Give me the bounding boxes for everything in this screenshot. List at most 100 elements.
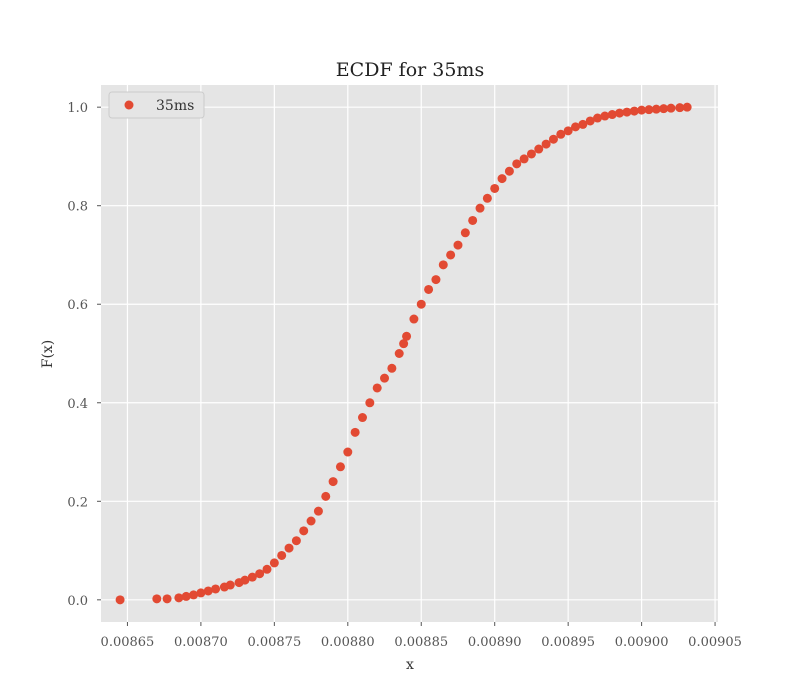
x-tick-label: 0.00905 — [688, 635, 742, 650]
data-point — [394, 349, 404, 358]
x-tick-label: 0.00885 — [394, 635, 448, 650]
data-point — [460, 228, 470, 238]
x-tick-label: 0.00895 — [541, 635, 595, 650]
y-axis-ticks: 0.0 0.2 0.4 0.6 0.8 1.0 — [67, 101, 101, 609]
data-point — [556, 129, 566, 139]
data-point — [504, 166, 514, 176]
data-point — [541, 139, 551, 149]
data-point — [321, 491, 331, 501]
legend-box — [108, 91, 205, 119]
data-point — [269, 558, 279, 568]
data-point — [306, 516, 316, 526]
x-tick-label: 0.00870 — [174, 635, 228, 650]
data-point — [571, 122, 581, 132]
data-point — [431, 275, 441, 285]
data-point — [240, 575, 250, 585]
data-point — [512, 159, 522, 169]
data-point — [262, 564, 272, 574]
legend: 35ms — [108, 91, 205, 119]
data-point — [181, 591, 191, 601]
data-point — [453, 240, 463, 250]
data-point — [387, 363, 397, 373]
data-point — [203, 586, 213, 596]
data-point — [247, 572, 257, 582]
data-point — [402, 331, 412, 341]
data-point — [255, 569, 265, 579]
data-point — [651, 104, 661, 114]
y-tick-label: 0.6 — [67, 298, 88, 313]
data-point — [365, 398, 375, 408]
data-point — [475, 203, 485, 213]
data-point — [578, 119, 588, 129]
legend-marker-35ms — [124, 100, 134, 110]
y-tick-label: 1.0 — [67, 101, 88, 116]
data-point — [615, 108, 625, 118]
data-point — [380, 373, 390, 383]
data-point — [357, 413, 367, 423]
data-point — [482, 193, 492, 203]
data-point — [174, 593, 184, 603]
data-point — [644, 105, 654, 115]
data-point — [343, 447, 353, 457]
y-tick-label: 0.8 — [67, 200, 88, 215]
chart-title: ECDF for 35ms — [336, 59, 484, 81]
data-point — [563, 126, 573, 136]
data-point — [593, 113, 603, 123]
data-point — [490, 183, 500, 193]
data-point — [534, 144, 544, 154]
data-point — [497, 174, 507, 184]
data-point — [600, 111, 610, 121]
x-axis-label: x — [406, 657, 414, 673]
data-point — [409, 314, 419, 324]
x-tick-label: 0.00875 — [247, 635, 301, 650]
data-point — [284, 543, 294, 553]
data-point — [446, 250, 456, 260]
data-point — [299, 526, 309, 536]
data-point — [196, 588, 206, 598]
data-point — [350, 427, 360, 437]
series-35ms-points — [115, 102, 692, 605]
x-tick-label: 0.00880 — [321, 635, 375, 650]
data-point — [519, 154, 529, 164]
data-point — [675, 103, 685, 113]
data-point — [335, 462, 345, 472]
data-point — [438, 260, 448, 270]
data-point — [468, 215, 478, 225]
data-point — [328, 477, 338, 487]
x-tick-label: 0.00900 — [615, 635, 669, 650]
data-point — [682, 102, 692, 112]
legend-label-35ms: 35ms — [156, 98, 194, 114]
data-point — [526, 149, 536, 159]
y-axis-label: F(x) — [40, 340, 56, 369]
grid-lines — [101, 85, 718, 622]
y-tick-label: 0.2 — [67, 495, 88, 510]
data-point — [277, 550, 287, 560]
data-point — [313, 506, 323, 516]
plot-background — [101, 85, 718, 622]
data-point — [548, 134, 558, 144]
data-point — [424, 284, 434, 294]
data-point — [115, 595, 125, 605]
data-point — [666, 103, 676, 113]
data-point — [416, 299, 426, 309]
data-point — [211, 584, 221, 594]
x-axis-ticks: 0.00865 0.00870 0.00875 0.00880 0.00885 0.008… — [101, 622, 742, 650]
data-point — [637, 105, 647, 115]
data-point — [152, 594, 162, 604]
x-tick-label: 0.00890 — [468, 635, 522, 650]
data-point — [399, 339, 409, 349]
data-point — [659, 104, 669, 114]
data-point — [225, 580, 235, 590]
data-point — [585, 116, 595, 126]
data-point — [622, 107, 632, 117]
data-point — [162, 594, 172, 604]
x-tick-label: 0.00865 — [101, 635, 155, 650]
data-point — [291, 536, 301, 546]
data-point — [629, 106, 639, 116]
data-point — [372, 383, 382, 393]
y-tick-label: 0.0 — [67, 594, 88, 609]
data-point — [189, 590, 199, 600]
data-point — [607, 110, 617, 120]
y-tick-label: 0.4 — [67, 397, 88, 412]
